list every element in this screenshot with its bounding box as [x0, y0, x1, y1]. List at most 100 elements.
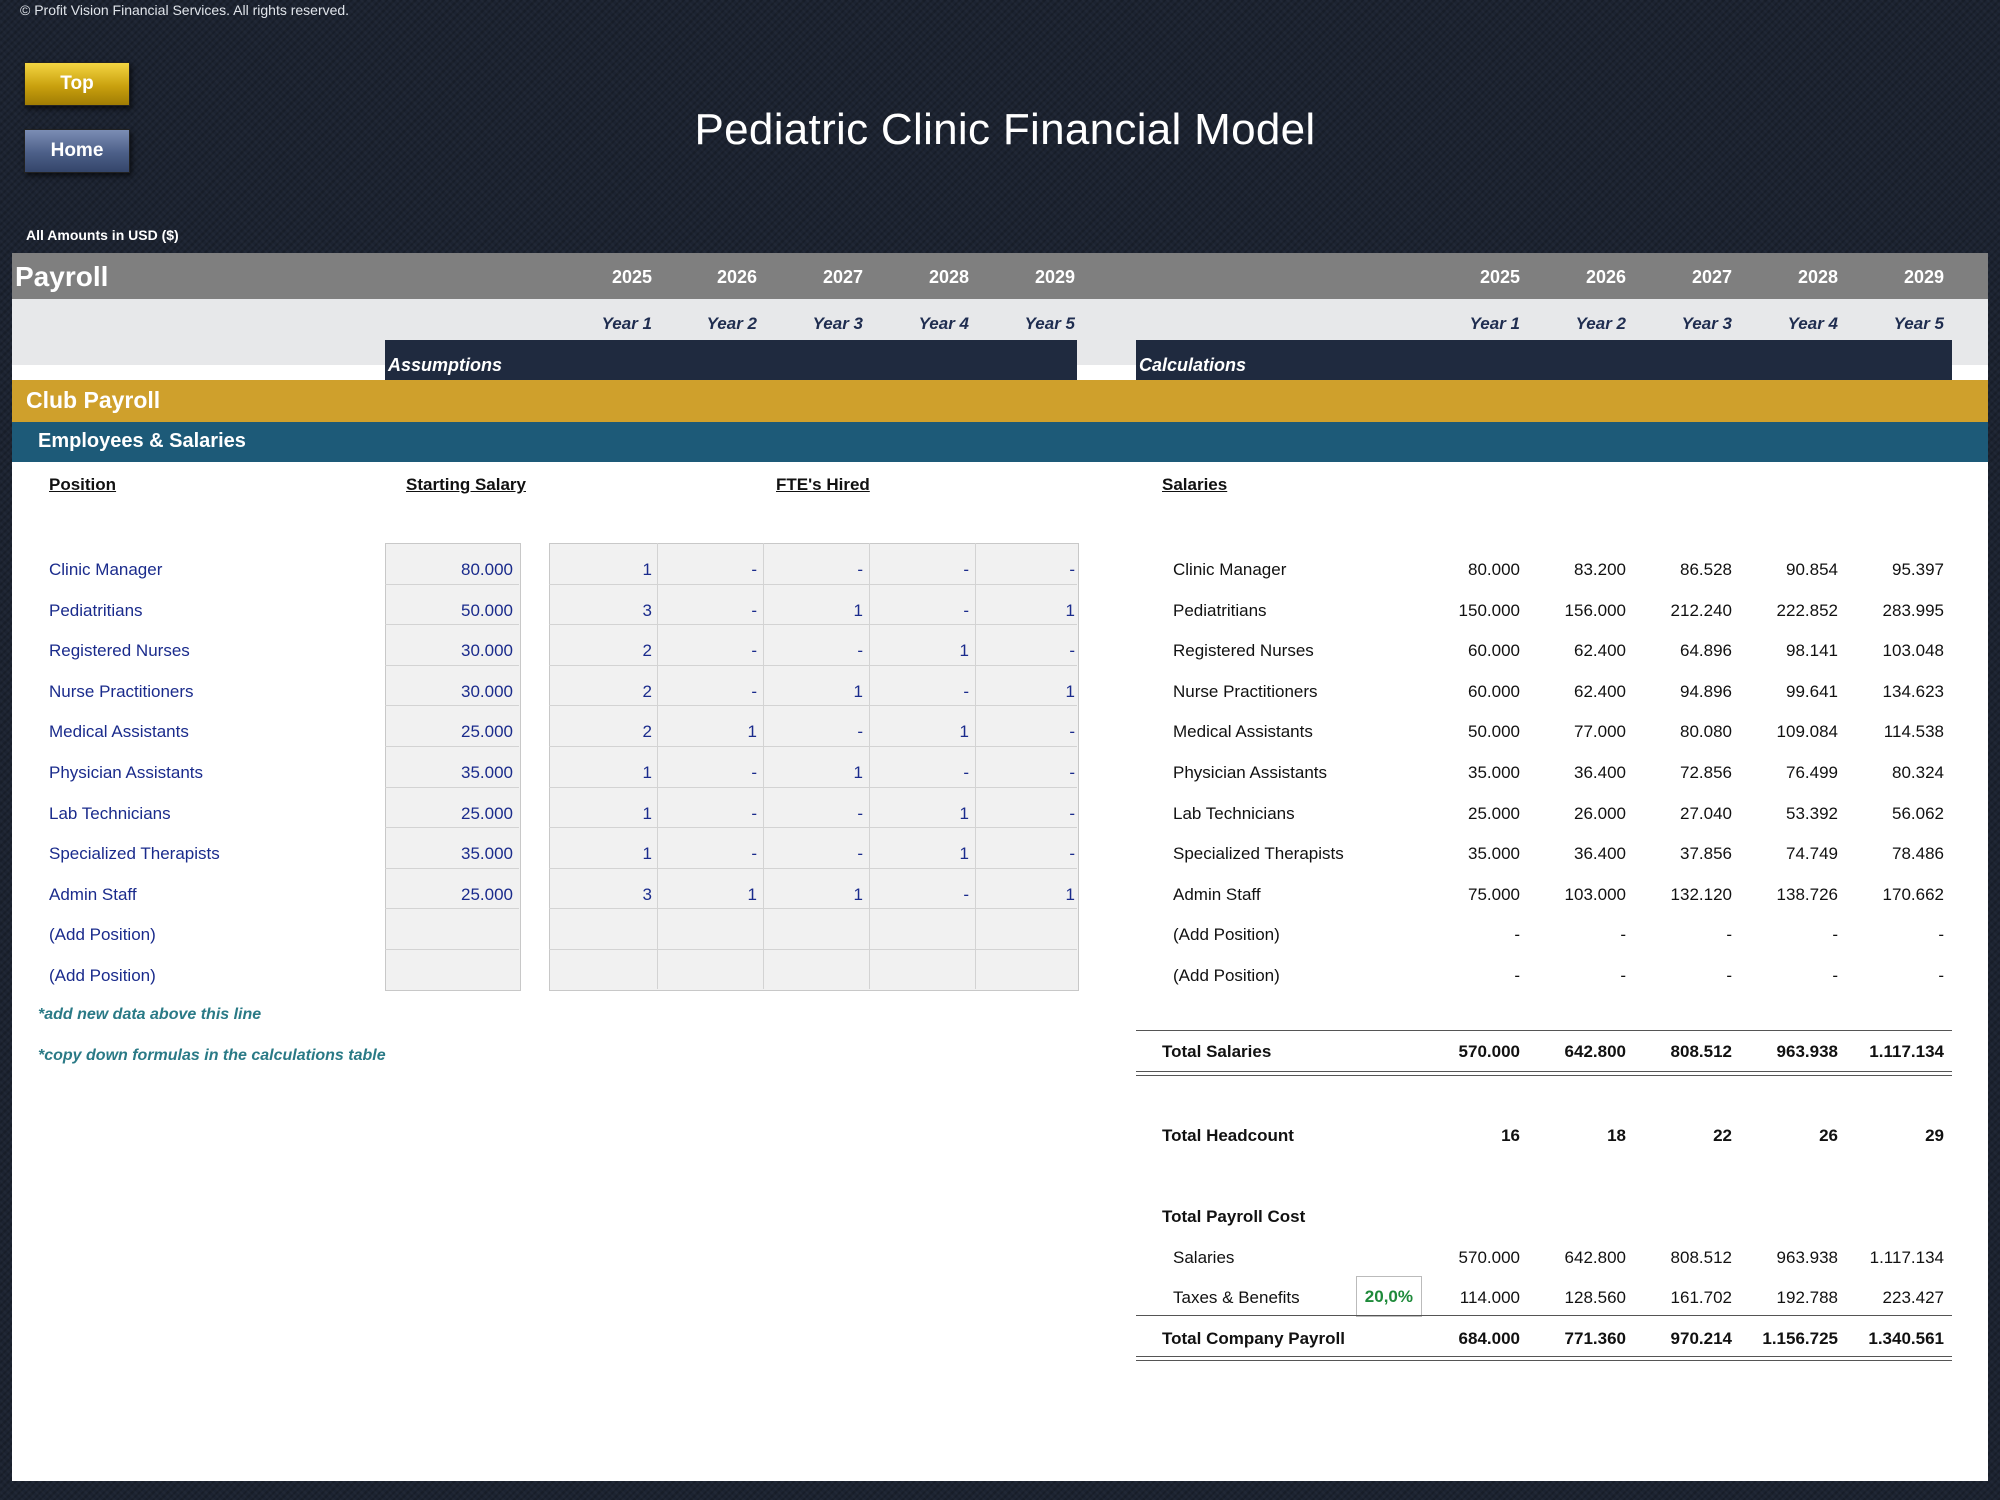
top-button[interactable]: Top	[24, 62, 130, 106]
fte-hired-cell[interactable]: -	[1069, 641, 1075, 661]
starting-salary-input-area	[385, 543, 521, 991]
fte-hired-cell[interactable]: 1	[853, 884, 863, 904]
fte-hired-cell[interactable]: 3	[642, 884, 652, 904]
fte-hired-cell[interactable]: -	[963, 681, 969, 701]
fte-hired-cell[interactable]: 1	[1065, 884, 1075, 904]
club-payroll-bar: Club Payroll	[12, 380, 1988, 422]
taxes-rate-value: 20,0%	[1364, 1287, 1413, 1306]
position-name[interactable]: Lab Technicians	[49, 803, 171, 823]
taxes-benefits-rate-input[interactable]: 20,0%	[1356, 1276, 1422, 1317]
fte-hired-cell[interactable]: 1	[853, 681, 863, 701]
fte-hired-cell[interactable]: -	[857, 560, 863, 579]
fte-hired-cell[interactable]: 3	[642, 600, 652, 620]
salary-calc-cell: 134.623	[1882, 681, 1944, 701]
salary-calc-cell: -	[1514, 925, 1520, 945]
fte-hired-cell[interactable]: 2	[642, 641, 652, 661]
fte-hired-cell[interactable]: 1	[747, 722, 757, 742]
salary-position-name: Physician Assistants	[1173, 763, 1328, 782]
fte-hired-cell[interactable]: 1	[1065, 600, 1075, 620]
fte-hired-cell[interactable]	[552, 956, 652, 996]
fte-hired-cell[interactable]	[869, 956, 969, 996]
fte-hired-cell[interactable]: 1	[959, 641, 969, 661]
fte-hired-cell[interactable]: 1	[642, 803, 652, 823]
fte-hired-cell[interactable]: -	[751, 560, 757, 579]
fte-hired-cell[interactable]: -	[751, 681, 757, 701]
fte-hired-cell[interactable]: -	[751, 763, 757, 782]
starting-salary-cell[interactable]	[385, 956, 513, 996]
fte-hired-cell[interactable]: 1	[853, 600, 863, 620]
fte-hired-cell[interactable]: -	[963, 600, 969, 620]
salary-calc-cell: 50.000	[1468, 722, 1520, 742]
starting-salary-cell[interactable]: 25.000	[461, 722, 513, 742]
fte-hired-cell[interactable]: 1	[959, 844, 969, 864]
fte-hired-cell[interactable]: -	[1069, 560, 1075, 579]
fte-hired-cell[interactable]: -	[963, 884, 969, 904]
fte-hired-cell[interactable]: -	[857, 803, 863, 823]
salary-position-name: Admin Staff	[1173, 884, 1261, 904]
total-company-payroll-cell: 970.214	[1670, 1329, 1732, 1348]
starting-salary-cell[interactable]: 30.000	[461, 641, 513, 661]
input-row-divider	[385, 786, 519, 788]
fte-hired-cell[interactable]: 1	[642, 844, 652, 864]
position-name[interactable]: (Add Position)	[49, 925, 156, 945]
fte-hired-cell[interactable]: 1	[747, 884, 757, 904]
taxes-benefits-cell: 192.788	[1776, 1288, 1838, 1307]
fte-hired-cell[interactable]: -	[751, 600, 757, 620]
starting-salary-cell[interactable]: 25.000	[461, 803, 513, 823]
salary-calc-cell: 95.397	[1892, 560, 1944, 579]
fte-hired-cell[interactable]: -	[751, 803, 757, 823]
position-name[interactable]: Specialized Therapists	[49, 844, 220, 864]
fte-hired-cell[interactable]: -	[963, 763, 969, 782]
fte-hired-cell[interactable]: 1	[642, 560, 652, 579]
fte-hired-cell[interactable]	[657, 956, 757, 996]
fte-hired-cell[interactable]: -	[1069, 763, 1075, 782]
fte-hired-cell[interactable]: 1	[1065, 681, 1075, 701]
copyright-notice: © Profit Vision Financial Services. All …	[20, 2, 350, 18]
salaries-total-cell: 570.000	[1458, 1248, 1520, 1267]
starting-salary-cell[interactable]: 35.000	[461, 763, 513, 782]
position-name[interactable]: Physician Assistants	[49, 763, 204, 782]
fte-hired-cell[interactable]: -	[963, 560, 969, 579]
fte-hired-cell[interactable]: 1	[642, 763, 652, 782]
fte-column-divider	[763, 543, 764, 989]
fte-hired-cell[interactable]: 1	[959, 722, 969, 742]
calculation-year-label: Year 3	[1681, 314, 1732, 333]
fte-hired-cell[interactable]: -	[1069, 803, 1075, 823]
position-name[interactable]: Registered Nurses	[49, 641, 190, 661]
position-name[interactable]: (Add Position)	[49, 966, 156, 985]
total-payroll-cost-label: Total Payroll Cost	[1162, 1207, 1306, 1226]
fte-hired-cell[interactable]: 1	[853, 763, 863, 782]
fte-hired-cell[interactable]: -	[751, 844, 757, 864]
fte-hired-cell[interactable]	[763, 956, 863, 996]
fte-hired-cell[interactable]: -	[857, 722, 863, 742]
position-name[interactable]: Nurse Practitioners	[49, 681, 194, 701]
fte-column-divider	[975, 543, 976, 989]
employees-salaries-title: Employees & Salaries	[38, 430, 246, 452]
starting-salary-cell[interactable]: 80.000	[461, 560, 513, 579]
fte-hired-cell[interactable]: -	[1069, 844, 1075, 864]
fte-hired-cell[interactable]: -	[857, 641, 863, 661]
fte-hired-cell[interactable]: 1	[959, 803, 969, 823]
fte-hired-cell[interactable]	[975, 956, 1075, 996]
salary-calc-cell: 76.499	[1786, 763, 1838, 782]
starting-salary-cell[interactable]: 25.000	[461, 884, 513, 904]
position-name[interactable]: Medical Assistants	[49, 722, 189, 742]
salaries-total-cell: 642.800	[1564, 1248, 1626, 1267]
starting-salary-cell[interactable]: 30.000	[461, 681, 513, 701]
starting-salary-cell[interactable]: 50.000	[461, 600, 513, 620]
calculation-year-header: 2026	[1585, 267, 1626, 287]
fte-hired-cell[interactable]: -	[751, 641, 757, 661]
fte-hired-cell[interactable]: 2	[642, 681, 652, 701]
payroll-sheet: Payroll Assumptions Calculations Club Pa…	[12, 253, 1988, 1481]
position-name[interactable]: Admin Staff	[49, 884, 137, 904]
position-name[interactable]: Pediatritians	[49, 600, 143, 620]
fte-hired-cell[interactable]: -	[857, 844, 863, 864]
total-salaries-cell: 642.800	[1564, 1042, 1626, 1061]
home-button[interactable]: Home	[24, 129, 130, 173]
salaries-label: Salaries	[1173, 1248, 1235, 1267]
fte-hired-cell[interactable]: 2	[642, 722, 652, 742]
position-name[interactable]: Clinic Manager	[49, 560, 163, 579]
fte-hired-cell[interactable]: -	[1069, 722, 1075, 742]
starting-salary-cell[interactable]: 35.000	[461, 844, 513, 864]
employees-salaries-bar: Employees & Salaries	[12, 422, 1988, 462]
